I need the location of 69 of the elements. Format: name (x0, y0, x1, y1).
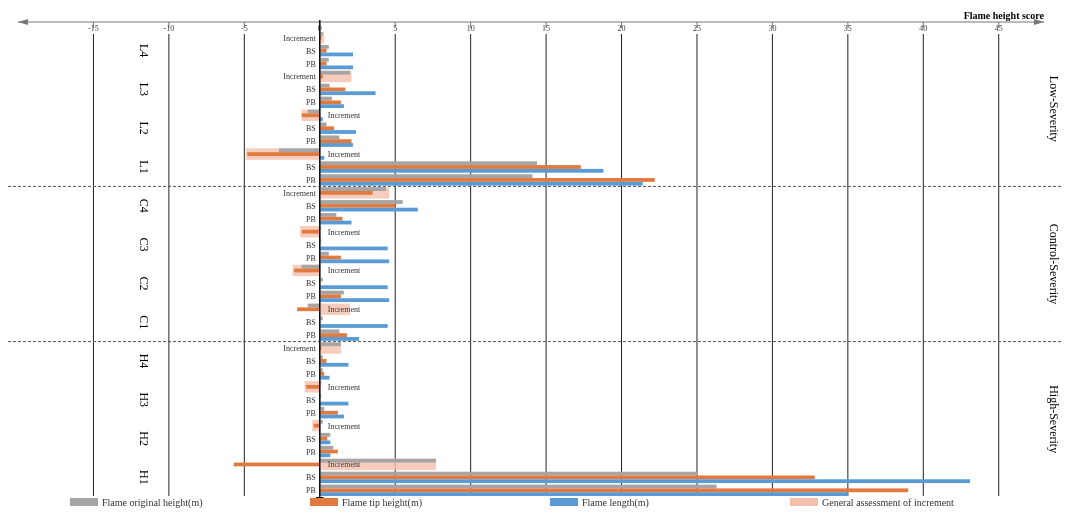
x-tick-label: 5 (393, 24, 398, 33)
annotation: C1 (137, 315, 152, 330)
annotation: C4 (137, 198, 152, 213)
x-tick-label: 10 (466, 24, 475, 33)
annotation: C3 (137, 237, 152, 252)
legend-label: General assessment of increment (822, 497, 955, 508)
x-tick-label: -10 (163, 24, 175, 33)
y-tick-label: Increment (327, 305, 361, 315)
y-tick-label: PB (305, 59, 316, 69)
y-tick-label: BS (305, 279, 316, 289)
y-tick-label: BS (305, 318, 316, 328)
y-tick-label: BS (305, 395, 316, 405)
y-tick-label: PB (305, 486, 316, 496)
y-tick-label: Increment (283, 188, 317, 198)
y-tick-label: PB (305, 292, 316, 302)
x-tick-label: 20 (617, 24, 626, 33)
y-tick-label: BS (305, 124, 316, 134)
y-tick-label: BS (305, 473, 316, 483)
y-tick-label: BS (305, 201, 316, 211)
y-tick-label: BS (305, 46, 316, 56)
y-tick-label: Increment (327, 227, 361, 237)
x-tick-label: 35 (843, 24, 852, 33)
y-tick-label: Increment (327, 460, 361, 470)
y-tick-label: BS (305, 85, 316, 95)
legend-label: Flame original height(m) (102, 497, 203, 509)
y-tick-label: PB (305, 408, 316, 418)
y-tick-label: Increment (327, 266, 361, 276)
x-tick-label: -15 (88, 24, 99, 33)
x-tick-label: 25 (692, 24, 701, 33)
x-tick-label: 15 (542, 24, 551, 33)
text: Control-Severity (1047, 223, 1062, 305)
annotation: H1 (137, 470, 152, 485)
y-tick-label: BS (305, 434, 316, 444)
legend-label: Flame length(m) (582, 497, 649, 509)
legend-label: Flame tip height(m) (342, 497, 422, 509)
text: High-Severity (1047, 385, 1062, 454)
annotation: L1 (137, 160, 152, 174)
y-tick-label: Increment (327, 382, 361, 392)
y-tick-label: BS (305, 356, 316, 366)
y-tick-label: PB (305, 98, 316, 108)
x-tick-label: 40 (919, 24, 928, 33)
y-tick-label: PB (305, 137, 316, 147)
chart-title: Flame height score (963, 10, 1045, 21)
y-tick-label: BS (305, 163, 316, 173)
y-tick-label: Increment (283, 72, 317, 82)
text: Low-Severity (1047, 75, 1062, 142)
y-tick-label: PB (305, 214, 316, 224)
x-tick-label: 30 (768, 24, 777, 33)
annotation: H4 (137, 353, 152, 369)
x-tick-label: -5 (240, 24, 248, 33)
annotation: L3 (137, 82, 152, 97)
y-tick-label: PB (305, 331, 316, 341)
y-tick-label: Increment (327, 111, 361, 121)
y-tick-label: PB (305, 253, 316, 263)
annotation: H3 (137, 392, 152, 408)
y-tick-label: Increment (327, 150, 361, 160)
y-tick-label: Increment (283, 344, 317, 354)
x-tick-label: 45 (994, 24, 1003, 33)
x-tick-label: 0 (317, 24, 322, 33)
y-tick-label: PB (305, 447, 316, 457)
y-tick-label: Increment (327, 421, 361, 431)
annotation: C2 (137, 276, 152, 291)
y-tick-label: PB (305, 369, 316, 379)
annotation: H2 (137, 431, 152, 446)
y-tick-label: PB (305, 175, 316, 185)
annotation: L4 (137, 43, 152, 58)
annotation: L2 (137, 121, 152, 135)
y-tick-label: BS (305, 240, 316, 250)
y-tick-label: Increment (283, 33, 317, 43)
